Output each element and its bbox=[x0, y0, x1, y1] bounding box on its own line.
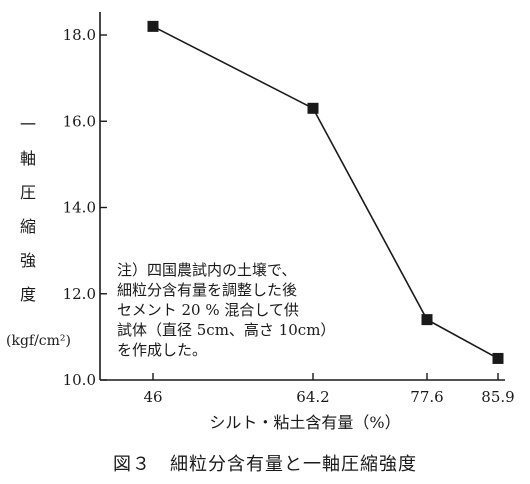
y-tick-label: 10.0 bbox=[63, 371, 96, 389]
y-tick-label: 18.0 bbox=[63, 26, 96, 44]
x-tick-label: 77.6 bbox=[410, 388, 443, 406]
annotation-line: を作成した。 bbox=[117, 341, 207, 359]
y-tick-label: 12.0 bbox=[63, 285, 96, 303]
data-point-0 bbox=[147, 20, 159, 32]
x-tick-label: 46 bbox=[143, 388, 162, 406]
y-axis-label-char: 強 bbox=[20, 251, 36, 270]
data-point-2 bbox=[421, 314, 433, 326]
y-tick-label: 14.0 bbox=[63, 199, 96, 217]
y-tick-label: 16.0 bbox=[63, 112, 96, 130]
data-markers bbox=[147, 20, 504, 364]
y-axis-label-char: 軸 bbox=[20, 149, 36, 168]
x-ticks: 46 64.2 77.6 85.9 bbox=[143, 373, 515, 406]
figure-caption: 図３ 細粒分含有量と一軸圧縮強度 bbox=[113, 454, 417, 475]
data-point-3 bbox=[492, 352, 504, 364]
x-tick-label: 64.2 bbox=[296, 388, 329, 406]
x-axis-label: シルト・粘土含有量（%） bbox=[209, 413, 400, 432]
y-axis-unit: (kgf/cm²) bbox=[6, 333, 71, 349]
annotation-line: 試体（直径 5cm、高さ 10cm） bbox=[117, 321, 335, 339]
y-axis-label-char: 一 bbox=[20, 115, 36, 134]
y-ticks: 10.0 12.0 14.0 16.0 18.0 bbox=[63, 26, 107, 389]
annotation-line: 注）四国農試内の土壌で、 bbox=[117, 261, 296, 279]
annotation-line: セメント 20 % 混合して供 bbox=[117, 301, 299, 319]
y-axis-label-char: 縮 bbox=[20, 217, 36, 236]
y-axis-label-char: 圧 bbox=[20, 183, 36, 202]
y-axis-label-char: 度 bbox=[20, 285, 36, 304]
annotation-line: 細粒分含有量を調整した後 bbox=[117, 281, 297, 299]
data-point-1 bbox=[307, 102, 319, 114]
y-axis-label: 一軸圧縮強度 bbox=[20, 115, 36, 304]
series-line bbox=[152, 25, 499, 360]
x-tick-label: 85.9 bbox=[481, 388, 514, 406]
